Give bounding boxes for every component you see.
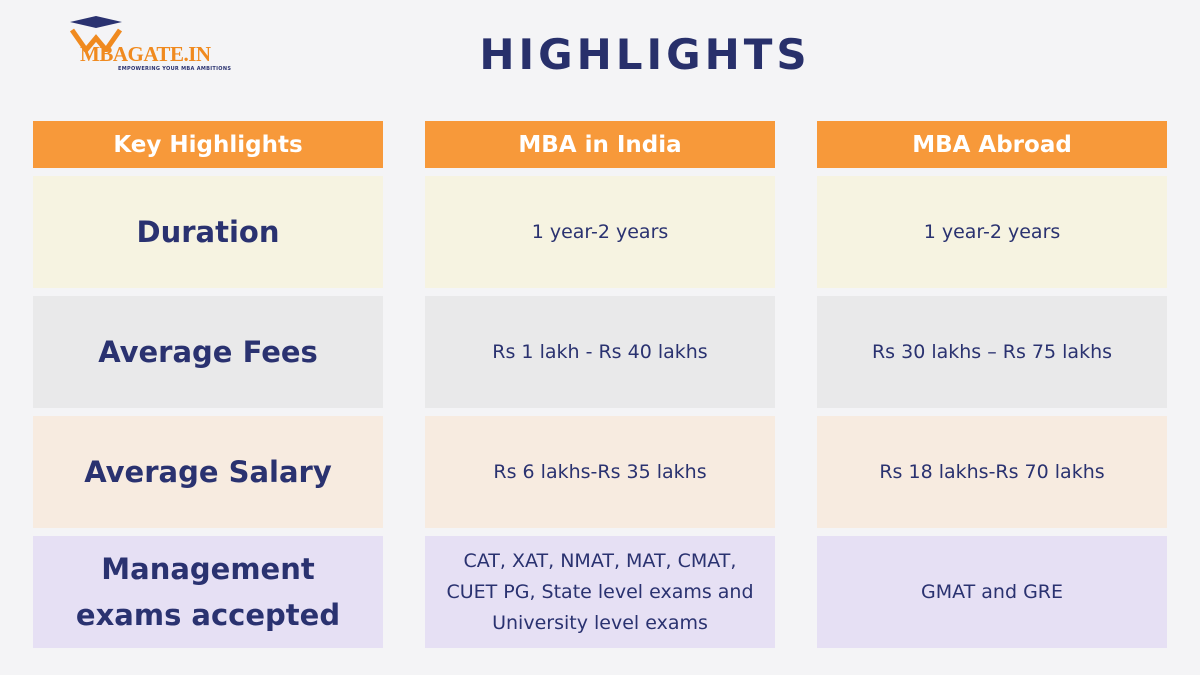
table-cell: 1 year-2 years [425, 176, 775, 288]
row-label: Duration [33, 176, 383, 288]
logo-tagline: EMPOWERING YOUR MBA AMBITIONS [118, 66, 232, 72]
table-cell: Rs 18 lakhs-Rs 70 lakhs [817, 416, 1167, 528]
logo-icon [69, 16, 123, 52]
table-cell: 1 year-2 years [817, 176, 1167, 288]
logo-name: MBAGATE.IN [80, 42, 211, 66]
row-label: Average Salary [33, 416, 383, 528]
table-cell: Rs 30 lakhs – Rs 75 lakhs [817, 296, 1167, 408]
header-cell: MBA in India [425, 121, 775, 168]
table-cell: Rs 1 lakh - Rs 40 lakhs [425, 296, 775, 408]
table-cell: Rs 6 lakhs-Rs 35 lakhs [425, 416, 775, 528]
page-title: HIGHLIGHTS [479, 30, 811, 79]
table-cell: CAT, XAT, NMAT, MAT, CMAT, CUET PG, Stat… [425, 536, 775, 648]
row-label: Average Fees [33, 296, 383, 408]
header-cell: MBA Abroad [817, 121, 1167, 168]
header-cell: Key Highlights [33, 121, 383, 168]
row-label: Management exams accepted [33, 536, 383, 648]
table-cell: GMAT and GRE [817, 536, 1167, 648]
